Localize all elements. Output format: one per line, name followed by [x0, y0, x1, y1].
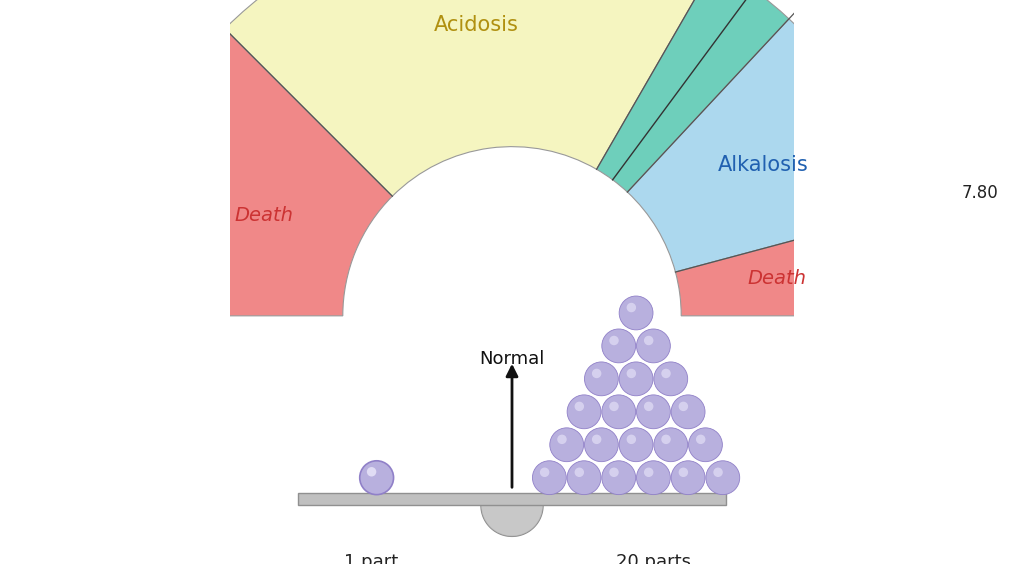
Circle shape	[714, 468, 723, 477]
Circle shape	[602, 395, 636, 429]
Circle shape	[654, 362, 688, 396]
Circle shape	[620, 362, 653, 396]
Circle shape	[592, 435, 601, 444]
Circle shape	[637, 395, 671, 429]
Wedge shape	[676, 211, 919, 316]
Text: 20 parts
bicarbonate: 20 parts bicarbonate	[599, 553, 708, 564]
Wedge shape	[481, 505, 543, 536]
Circle shape	[540, 468, 549, 477]
Wedge shape	[628, 19, 904, 272]
Circle shape	[706, 461, 739, 495]
Polygon shape	[481, 505, 543, 536]
Wedge shape	[105, 29, 392, 316]
Circle shape	[620, 428, 653, 462]
Circle shape	[644, 336, 653, 345]
Circle shape	[367, 467, 376, 477]
Bar	[298, 493, 726, 505]
Circle shape	[627, 369, 636, 378]
Circle shape	[627, 303, 636, 312]
Text: Normal: Normal	[479, 350, 545, 368]
Circle shape	[574, 402, 584, 411]
Circle shape	[688, 428, 722, 462]
Circle shape	[679, 402, 688, 411]
Circle shape	[567, 395, 601, 429]
Circle shape	[696, 435, 706, 444]
Circle shape	[662, 369, 671, 378]
Circle shape	[532, 461, 566, 495]
Circle shape	[602, 329, 636, 363]
Circle shape	[654, 428, 688, 462]
Circle shape	[671, 395, 706, 429]
Text: Death: Death	[234, 206, 293, 225]
Circle shape	[662, 435, 671, 444]
Circle shape	[627, 435, 636, 444]
Circle shape	[585, 362, 618, 396]
Text: Alkalosis: Alkalosis	[718, 155, 809, 175]
Circle shape	[679, 468, 688, 477]
Wedge shape	[597, 0, 788, 192]
Text: Acidosis: Acidosis	[434, 15, 519, 35]
Circle shape	[671, 461, 706, 495]
Circle shape	[550, 428, 584, 462]
Circle shape	[620, 296, 653, 330]
Text: 7.80: 7.80	[962, 184, 998, 202]
Circle shape	[557, 435, 566, 444]
Text: Death: Death	[748, 269, 807, 288]
Circle shape	[644, 468, 653, 477]
Circle shape	[592, 369, 601, 378]
Wedge shape	[225, 0, 715, 196]
Circle shape	[602, 461, 636, 495]
Circle shape	[637, 461, 671, 495]
Circle shape	[585, 428, 618, 462]
Circle shape	[574, 468, 584, 477]
Text: 1 part
carbonic acid: 1 part carbonic acid	[310, 553, 431, 564]
Circle shape	[359, 461, 393, 495]
Circle shape	[644, 402, 653, 411]
Circle shape	[609, 336, 618, 345]
Circle shape	[609, 402, 618, 411]
Circle shape	[609, 468, 618, 477]
Circle shape	[567, 461, 601, 495]
Circle shape	[637, 329, 671, 363]
